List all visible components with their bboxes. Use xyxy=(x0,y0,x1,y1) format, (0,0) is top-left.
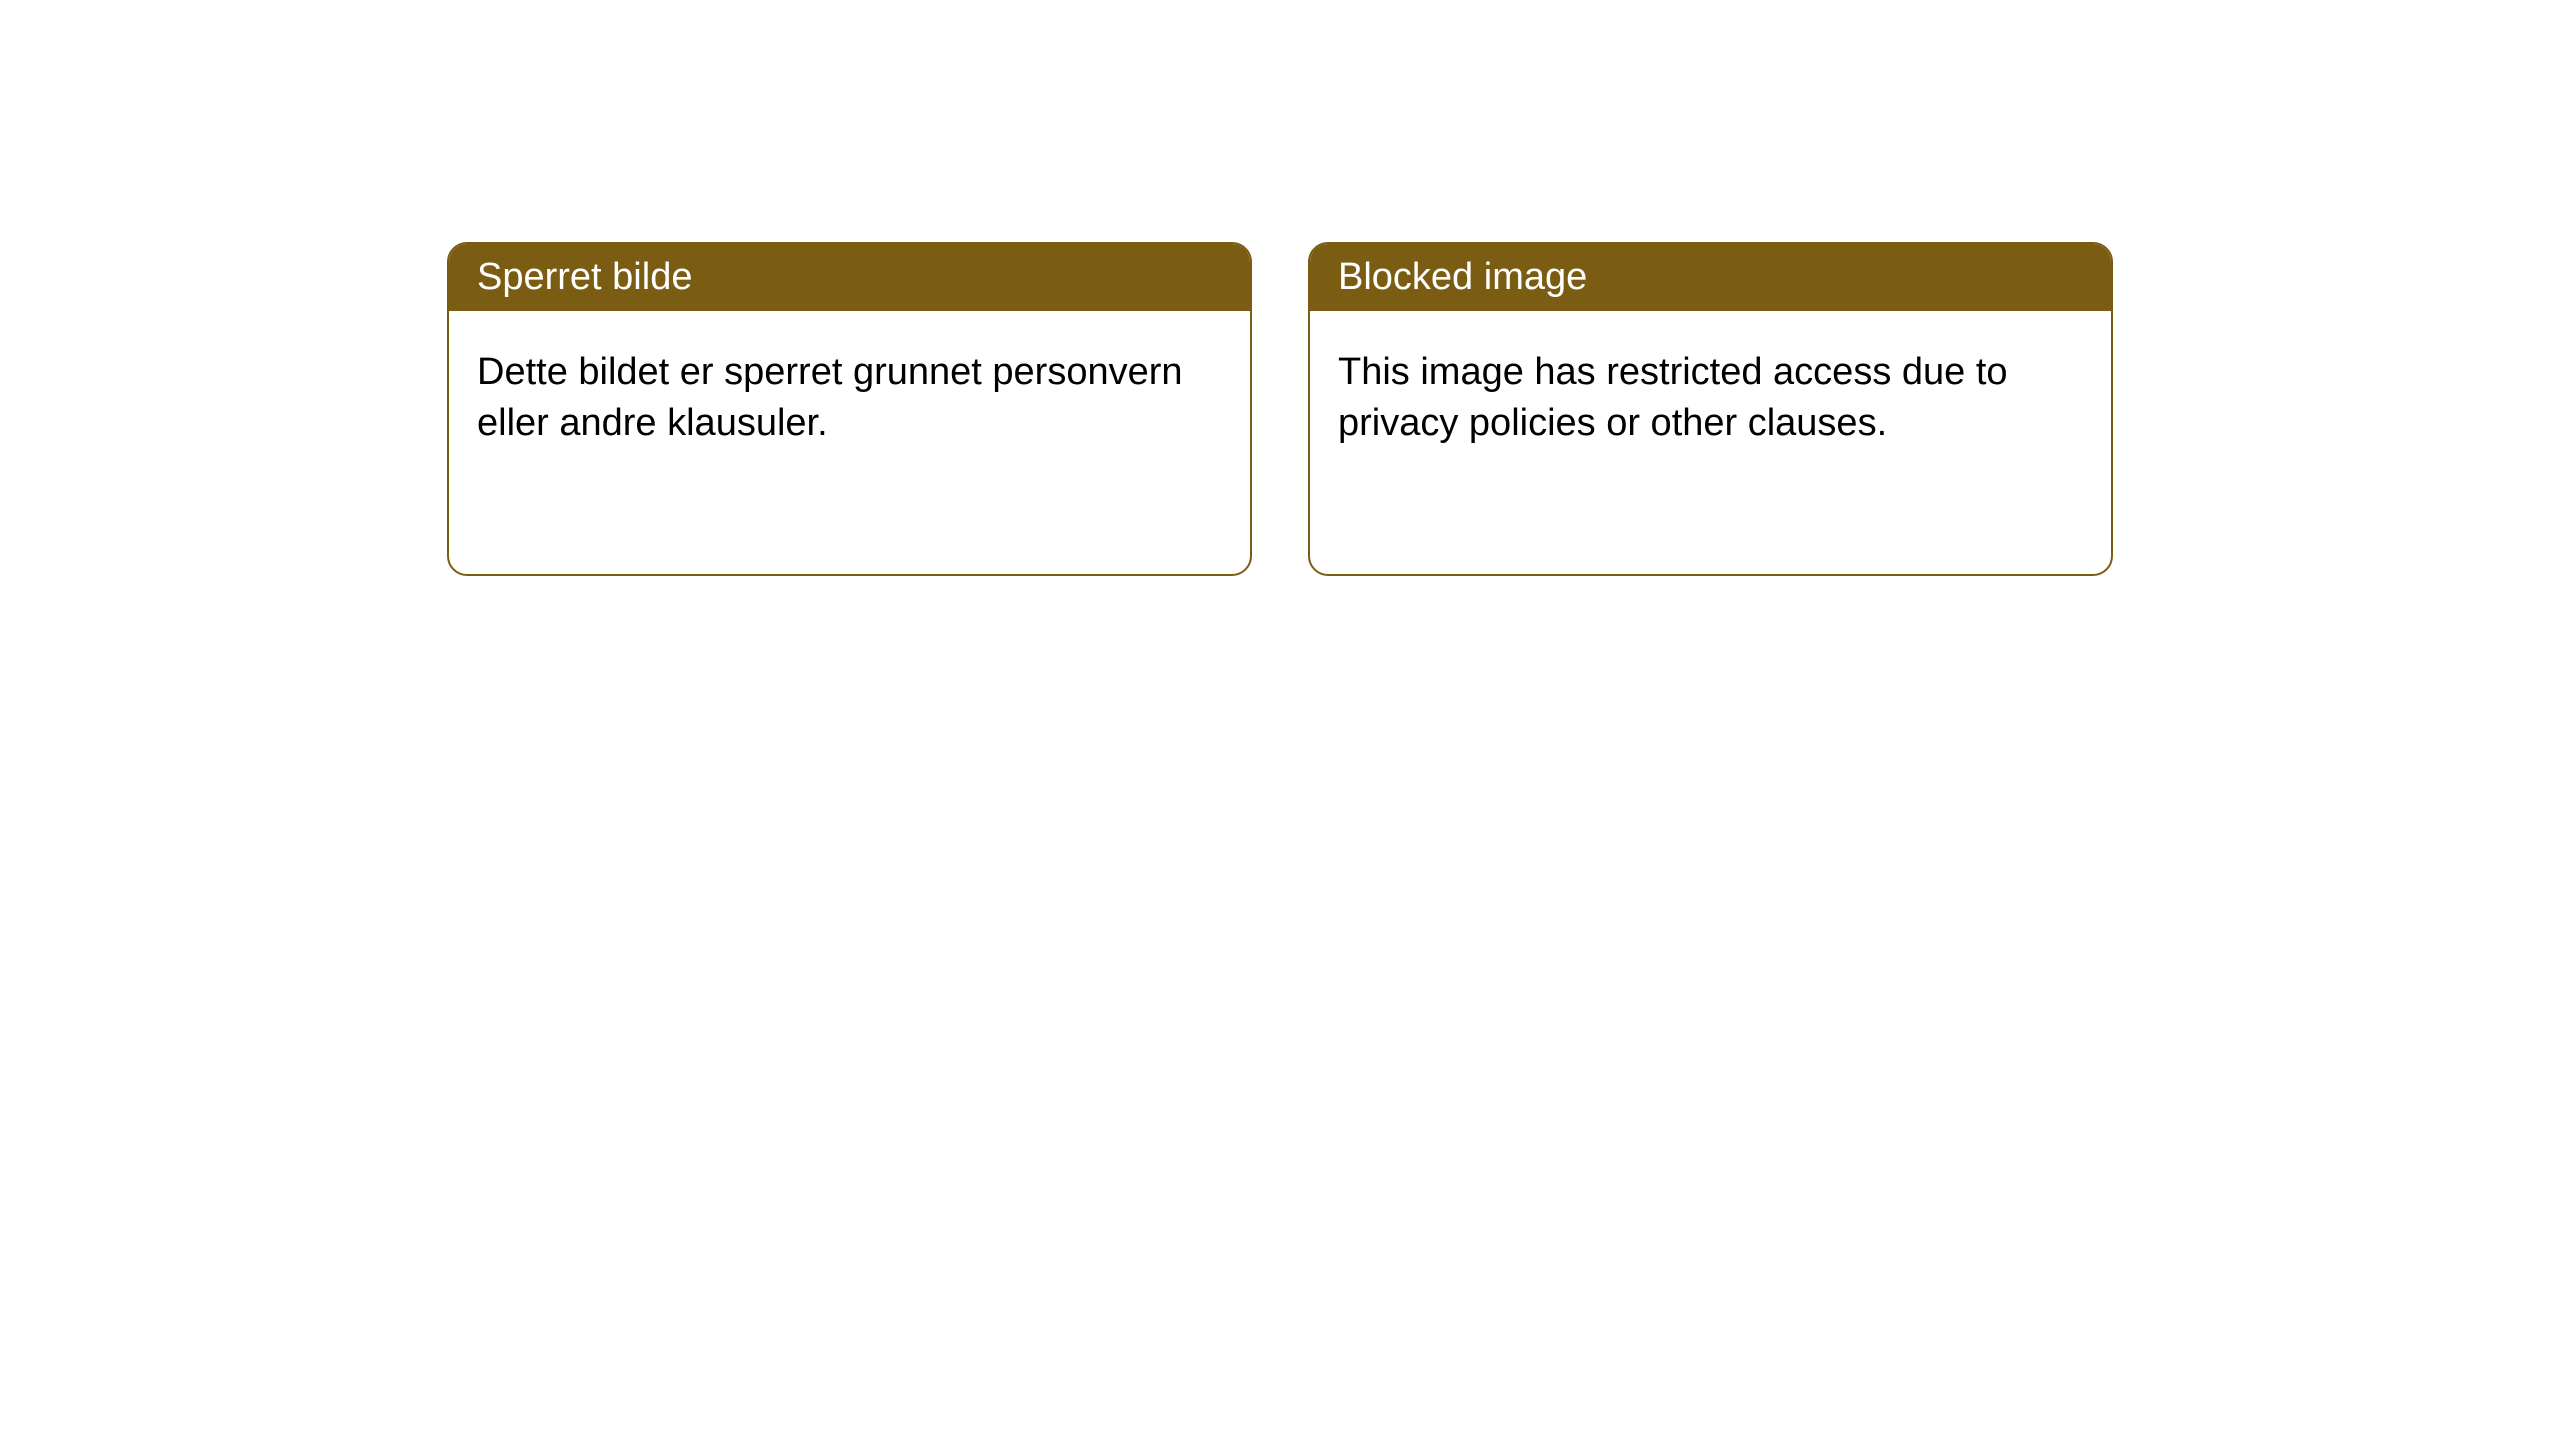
card-message-english: This image has restricted access due to … xyxy=(1310,311,2111,486)
card-title-english: Blocked image xyxy=(1310,244,2111,311)
card-title-norwegian: Sperret bilde xyxy=(449,244,1250,311)
blocked-image-card-english: Blocked image This image has restricted … xyxy=(1308,242,2113,576)
notice-cards-container: Sperret bilde Dette bildet er sperret gr… xyxy=(0,0,2560,576)
card-message-norwegian: Dette bildet er sperret grunnet personve… xyxy=(449,311,1250,486)
blocked-image-card-norwegian: Sperret bilde Dette bildet er sperret gr… xyxy=(447,242,1252,576)
